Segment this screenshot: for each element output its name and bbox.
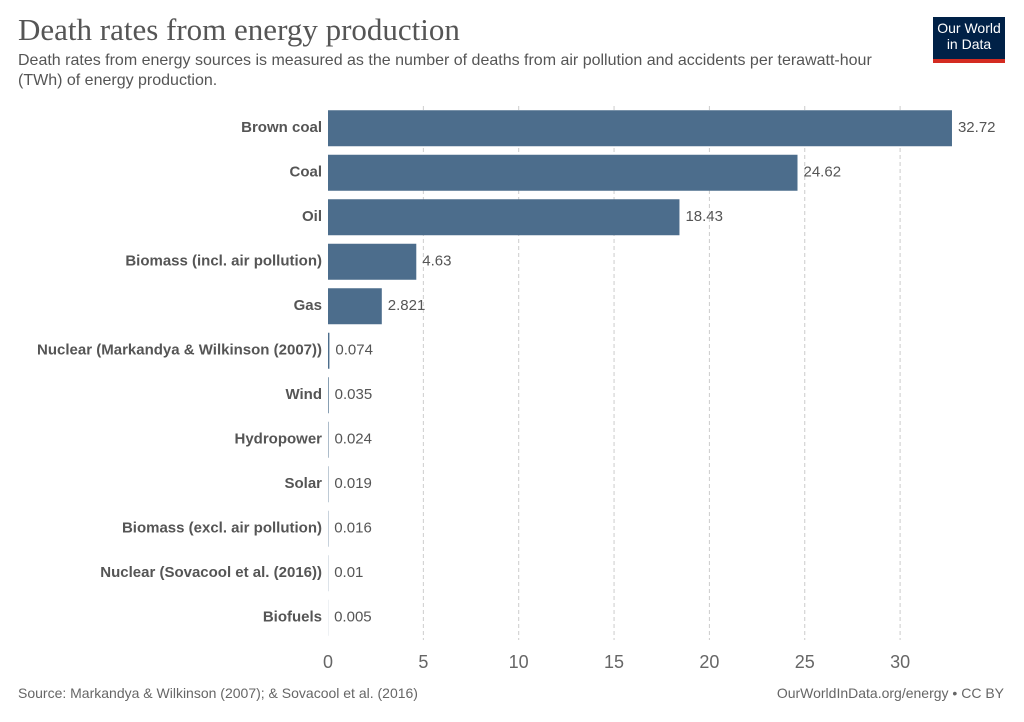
x-tick-label: 10 — [509, 652, 529, 672]
footer[interactable]: OurWorldInData.org/energy • CC BY — [776, 685, 1004, 701]
y-tick-label: Nuclear (Markandya & Wilkinson (2007)) — [37, 342, 322, 359]
value-label: 0.035 — [335, 386, 373, 403]
y-tick-label: Solar — [284, 475, 322, 492]
value-label: 0.016 — [334, 520, 372, 537]
value-label: 24.62 — [804, 164, 842, 181]
y-tick-label: Nuclear (Sovacool et al. (2016)) — [100, 564, 322, 581]
y-tick-label: Oil — [302, 208, 322, 225]
x-tick-label: 15 — [604, 652, 624, 672]
logo-line: in Data — [946, 36, 992, 52]
bar — [328, 288, 382, 325]
y-tick-label: Hydropower — [234, 431, 322, 448]
y-tick-label: Biomass (incl. air pollution) — [125, 253, 322, 270]
value-label: 0.005 — [334, 609, 372, 626]
value-label: 0.024 — [334, 431, 372, 448]
x-tick-label: 0 — [323, 652, 333, 672]
x-tick-label: 20 — [699, 652, 719, 672]
y-tick-label: Gas — [294, 297, 322, 314]
value-label: 32.72 — [958, 119, 996, 136]
value-label: 4.63 — [422, 253, 451, 270]
x-tick-label: 25 — [795, 652, 815, 672]
bar — [328, 199, 680, 236]
bar — [328, 377, 329, 414]
source: Source: Markandya & Wilkinson (2007); & … — [18, 685, 418, 701]
y-tick-label: Coal — [289, 164, 322, 181]
x-tick-label: 30 — [890, 652, 910, 672]
bar — [328, 154, 798, 191]
value-label: 18.43 — [685, 208, 723, 225]
bar — [328, 243, 417, 280]
value-label: 0.019 — [334, 475, 372, 492]
y-tick-label: Biofuels — [263, 609, 322, 626]
chart-title: Death rates from energy production — [18, 12, 460, 47]
y-tick-label: Wind — [285, 386, 322, 403]
value-label: 0.074 — [335, 342, 373, 359]
bar — [328, 110, 952, 147]
logo-line: Our World — [937, 20, 1001, 36]
y-tick-label: Brown coal — [241, 119, 322, 136]
y-tick-label: Biomass (excl. air pollution) — [122, 520, 322, 537]
value-label: 0.01 — [334, 564, 363, 581]
value-label: 2.821 — [388, 297, 426, 314]
chart-subtitle: Death rates from energy sources is measu… — [18, 52, 872, 89]
bar — [328, 332, 330, 369]
x-tick-label: 5 — [418, 652, 428, 672]
logo[interactable]: Our World in Data — [933, 17, 1005, 63]
